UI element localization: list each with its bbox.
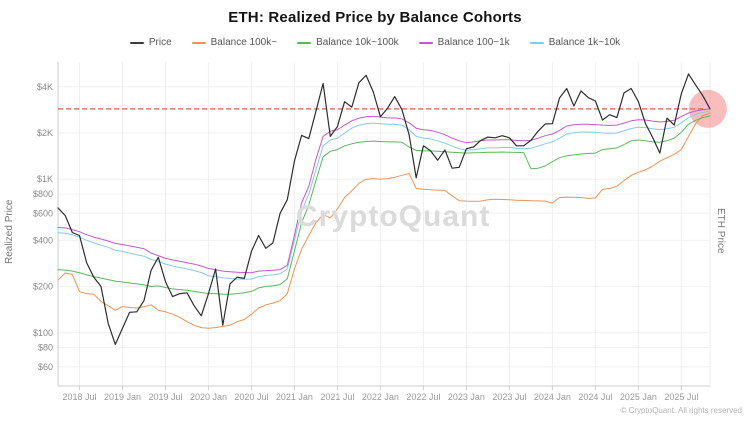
series-line-balance-100k- [57,112,711,329]
copyright-note: © CryptoQuant. All rights reserved [620,406,743,415]
x-tick-label: 2024 Jul [578,392,612,402]
x-tick-label: 2020 Jan [190,392,227,402]
legend-item-balance-100k[interactable]: Balance 100k~ [191,37,278,48]
legend-item-balance-10k-100k[interactable]: Balance 10k~100k [297,37,399,48]
legend-item-balance-1k-10k[interactable]: Balance 1k~10k [529,37,621,48]
x-tick-label: 2023 Jan [448,392,485,402]
legend-label-balance-1k-10k: Balance 1k~10k [548,37,621,48]
x-tick-label: 2025 Jul [664,392,698,402]
y-tick-label: $80 [38,343,53,353]
legend-item-balance-100-1k[interactable]: Balance 100~1k [418,37,510,48]
y-tick-label: $2K [37,128,53,138]
y-tick-label: $1K [37,174,53,184]
y-tick-label: $4K [37,82,53,92]
y-tick-label: $600 [33,208,53,218]
legend-swatch-balance-10k-100k [297,41,312,44]
y-tick-label: $800 [33,189,53,199]
y-tick-label: $200 [33,282,53,292]
x-tick-label: 2018 Jul [62,392,96,402]
y-tick-label: $100 [33,328,53,338]
x-tick-label: 2022 Jan [362,392,399,402]
series-line-price [57,73,711,345]
y-tick-label: $60 [38,362,53,372]
legend: Price Balance 100k~ Balance 10k~100k Bal… [0,37,750,48]
legend-swatch-balance-100k [191,41,206,44]
x-tick-label: 2020 Jul [234,392,268,402]
legend-swatch-balance-100-1k [418,41,433,44]
legend-item-price[interactable]: Price [129,37,172,48]
x-tick-label: 2022 Jul [406,392,440,402]
x-tick-label: 2021 Jul [320,392,354,402]
chart-title: ETH: Realized Price by Balance Cohorts [228,9,522,26]
x-tick-label: 2023 Jul [492,392,526,402]
legend-label-balance-100-1k: Balance 100~1k [437,37,510,48]
x-tick-label: 2024 Jan [534,392,571,402]
legend-swatch-balance-1k-10k [529,41,544,44]
legend-label-balance-10k-100k: Balance 10k~100k [316,37,399,48]
series-line-balance-1k-10k [57,110,711,280]
y-tick-label: $400 [33,235,53,245]
x-tick-label: 2025 Jan [620,392,657,402]
series-line-balance-10k-100k [57,115,711,295]
legend-label-price: Price [148,37,172,48]
x-tick-label: 2019 Jan [104,392,141,402]
x-tick-label: 2019 Jul [148,392,182,402]
y-axis-title: Realized Price [4,199,15,265]
right-axis-title: ETH Price [715,208,726,254]
series-line-balance-100-1k [57,108,711,274]
legend-label-balance-100k: Balance 100k~ [210,37,278,48]
legend-swatch-price [129,41,144,44]
x-tick-label: 2021 Jan [276,392,313,402]
